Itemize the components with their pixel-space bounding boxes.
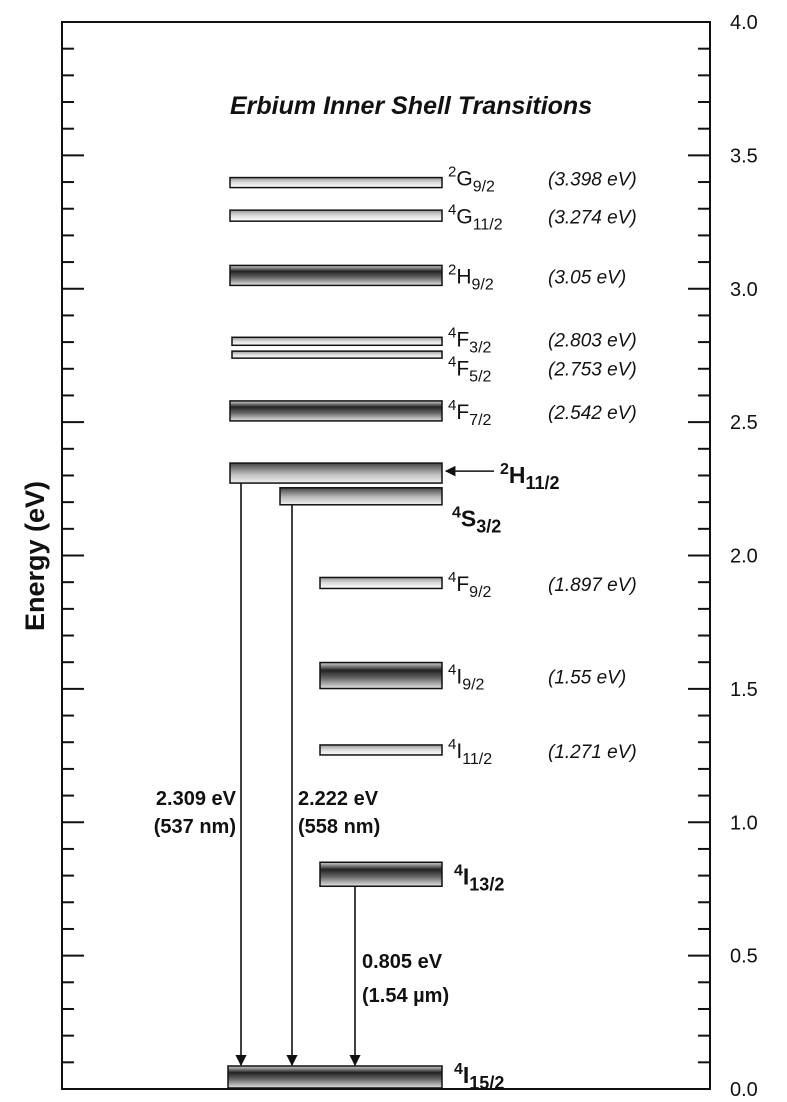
term-label: 4I9/2 bbox=[448, 662, 485, 694]
energy-value-label: (1.897 eV) bbox=[548, 575, 637, 596]
level-bar-4I13-2 bbox=[319, 861, 443, 888]
y-tick-label: 2.0 bbox=[730, 546, 758, 568]
y-tick-label: 2.5 bbox=[730, 412, 758, 434]
y-tick-label: 1.5 bbox=[730, 679, 758, 701]
term-label: 4F3/2 bbox=[448, 324, 492, 356]
energy-value-label: (3.05 eV) bbox=[548, 267, 626, 288]
transition-wavelength-label: (537 nm) bbox=[154, 816, 236, 838]
energy-value-label: (3.274 eV) bbox=[548, 208, 637, 229]
y-tick-label: 4.0 bbox=[730, 12, 758, 34]
level-bar-4F5-2 bbox=[231, 350, 443, 359]
term-label: 4I11/2 bbox=[448, 736, 492, 768]
y-tick-label: 3.5 bbox=[730, 145, 758, 167]
energy-value-label: (2.753 eV) bbox=[548, 360, 637, 381]
level-labels: 4I15/2 4I13/2 4I11/2 (1.271 eV) 4I9/2 (1.55 e… bbox=[444, 164, 637, 1093]
level-bar-4G11-2 bbox=[229, 209, 443, 222]
level-bar-4F9-2 bbox=[319, 576, 443, 590]
energy-value-label: (2.542 eV) bbox=[548, 403, 637, 424]
transition-energy-label: 0.805 eV bbox=[362, 951, 443, 973]
energy-value-label: (3.398 eV) bbox=[548, 170, 637, 191]
term-label: 4S3/2 bbox=[452, 504, 501, 536]
term-label: 4F7/2 bbox=[448, 397, 492, 429]
y-tick-label: 1.0 bbox=[730, 812, 758, 834]
term-label: 4F5/2 bbox=[448, 354, 492, 386]
energy-value-label: (2.803 eV) bbox=[548, 330, 637, 351]
y-axis-tick-labels: 0.0 0.5 1.0 1.5 2.0 2.5 3.0 3.5 4.0 bbox=[730, 12, 758, 1101]
y-axis-label: Energy (eV) bbox=[20, 481, 50, 631]
energy-value-label: (1.55 eV) bbox=[548, 668, 626, 689]
term-label: 2G9/2 bbox=[448, 164, 495, 196]
y-axis-ticks bbox=[62, 21, 710, 1090]
level-bar-2H11-2 bbox=[229, 462, 443, 484]
level-bar-2G9-2 bbox=[229, 176, 443, 189]
term-label: 4G11/2 bbox=[448, 202, 503, 234]
transition-energy-label: 2.222 eV bbox=[298, 788, 379, 810]
level-bar-4I9-2 bbox=[319, 661, 443, 690]
level-bar-4S3-2 bbox=[279, 487, 443, 506]
term-label: 4F9/2 bbox=[448, 569, 492, 601]
energy-value-label: (1.271 eV) bbox=[548, 742, 637, 763]
term-label: 2H11/2 bbox=[500, 461, 560, 493]
transition-wavelength-label: (1.54 µm) bbox=[362, 985, 449, 1007]
y-tick-label: 0.5 bbox=[730, 946, 758, 968]
level-bar-4F3-2 bbox=[231, 336, 443, 347]
y-tick-label: 0.0 bbox=[730, 1079, 758, 1097]
term-label: 4I13/2 bbox=[454, 862, 504, 894]
transition-wavelength-label: (558 nm) bbox=[298, 816, 380, 838]
level-bar-4I15-2 bbox=[227, 1065, 443, 1089]
transition-arrows: 2.309 eV (537 nm) 2.222 eV (558 nm) 0.805 eV… bbox=[154, 483, 449, 1067]
term-label: 2H9/2 bbox=[448, 261, 494, 293]
transition-energy-label: 2.309 eV bbox=[156, 788, 237, 810]
level-bar-4F7-2 bbox=[229, 400, 443, 422]
level-bar-4I11-2 bbox=[319, 744, 443, 756]
y-tick-label: 3.0 bbox=[730, 279, 758, 301]
energy-levels bbox=[227, 176, 443, 1089]
level-bar-2H9-2 bbox=[229, 264, 443, 287]
term-label: 4I15/2 bbox=[454, 1061, 504, 1093]
diagram-title: Erbium Inner Shell Transitions bbox=[230, 92, 592, 120]
